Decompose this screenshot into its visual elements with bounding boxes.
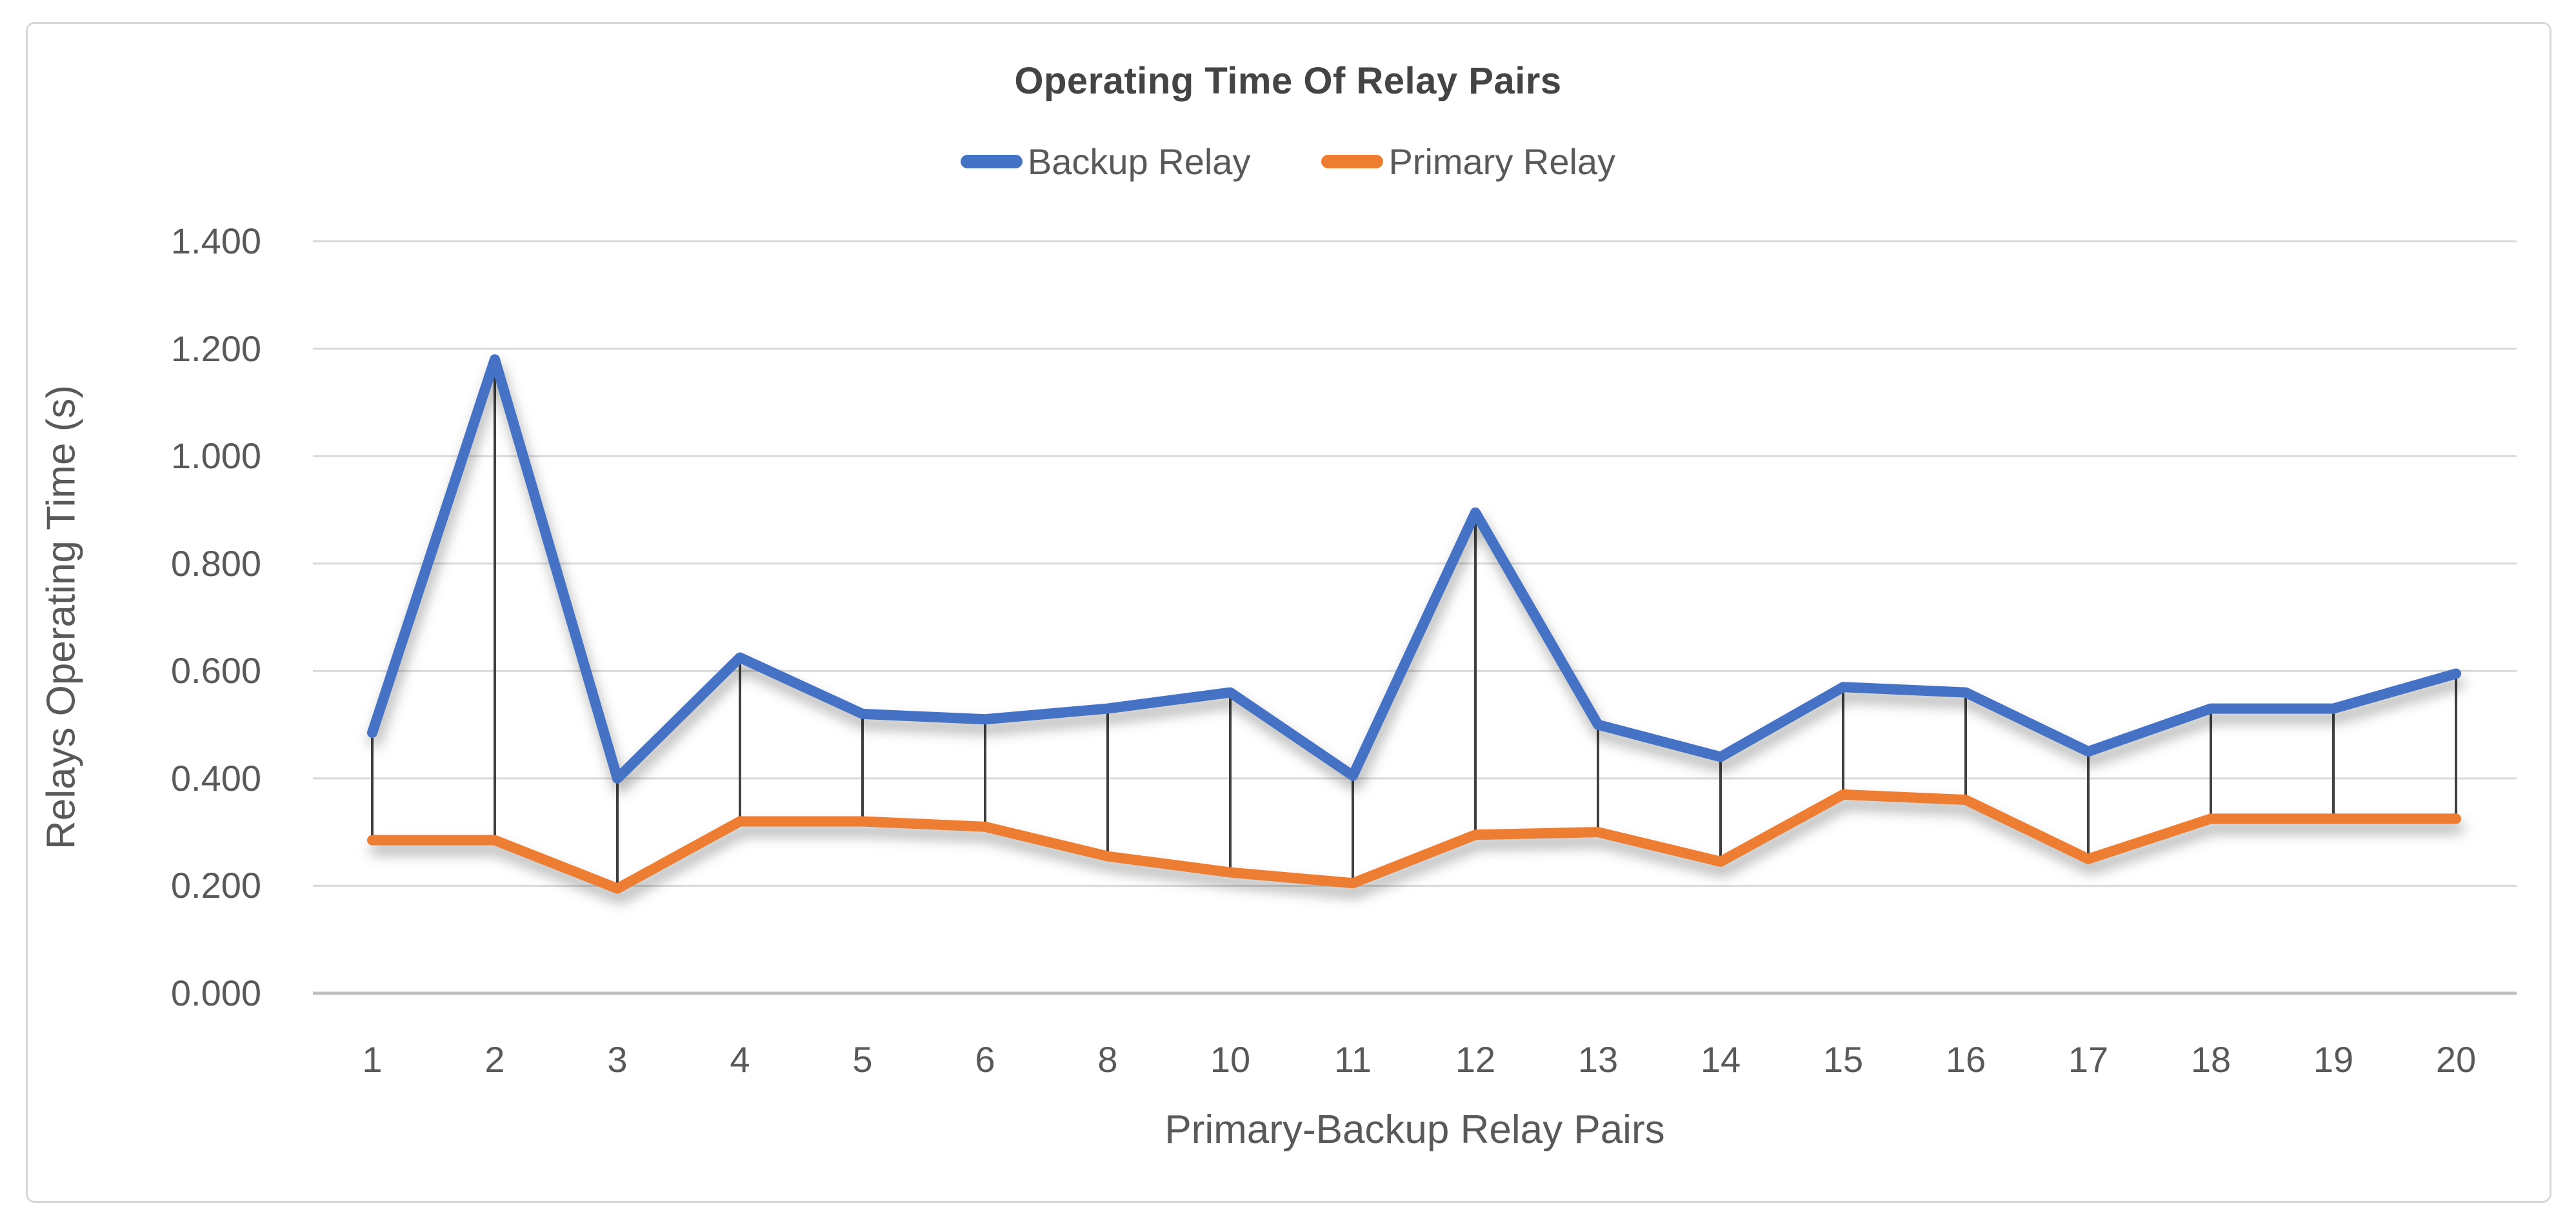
legend-label: Primary Relay	[1388, 141, 1616, 182]
legend: Backup Relay Primary Relay	[0, 141, 2576, 183]
x-tick-label: 8	[1097, 1039, 1118, 1080]
x-tick-label: 2	[484, 1039, 505, 1080]
legend-label: Backup Relay	[1027, 141, 1251, 182]
chart-title: Operating Time Of Relay Pairs	[1014, 60, 1562, 102]
series-lines	[367, 354, 2461, 894]
backup-relay-swatch-icon	[960, 155, 1023, 168]
x-tick-label: 6	[975, 1039, 995, 1080]
x-tick-label: 10	[1210, 1039, 1251, 1080]
legend-item-primary-relay: Primary Relay	[1321, 141, 1615, 183]
y-tick-label: 0.600	[170, 650, 261, 691]
chart-frame-border	[26, 22, 2551, 1203]
y-tick-label: 0.800	[170, 542, 261, 584]
x-tick-label: 1	[362, 1039, 383, 1080]
x-tick-label: 5	[852, 1039, 873, 1080]
x-tick-label: 3	[607, 1039, 628, 1080]
x-tick-label: 19	[2313, 1039, 2354, 1080]
y-tick-label: 0.200	[170, 865, 261, 906]
series-line-backup-relay	[367, 354, 2461, 784]
legend-item-backup-relay: Backup Relay	[960, 141, 1251, 183]
x-tick-label: 17	[2068, 1039, 2109, 1080]
x-tick-label: 12	[1455, 1039, 1496, 1080]
x-tick-label: 13	[1577, 1039, 1619, 1080]
plot-area	[313, 240, 2517, 995]
x-tick-label: 20	[2435, 1039, 2477, 1080]
x-tick-label: 18	[2190, 1039, 2232, 1080]
x-tick-label: 14	[1700, 1039, 1741, 1080]
gridlines	[313, 240, 2517, 995]
x-tick-label: 4	[730, 1039, 750, 1080]
drop-lines	[371, 359, 2457, 889]
x-tick-label: 16	[1945, 1039, 1986, 1080]
x-tick-label: 11	[1333, 1039, 1372, 1080]
x-tick-label: 15	[1822, 1039, 1864, 1080]
y-tick-label: 0.400	[170, 757, 261, 799]
y-tick-label: 1.400	[170, 221, 261, 261]
y-tick-label: 0.000	[170, 973, 261, 1013]
y-tick-label: 1.200	[170, 328, 261, 369]
x-axis-title: Primary-Backup Relay Pairs	[1164, 1107, 1665, 1152]
primary-relay-swatch-icon	[1321, 155, 1384, 168]
y-tick-label: 1.000	[170, 435, 261, 477]
series-line-primary-relay	[367, 789, 2461, 894]
